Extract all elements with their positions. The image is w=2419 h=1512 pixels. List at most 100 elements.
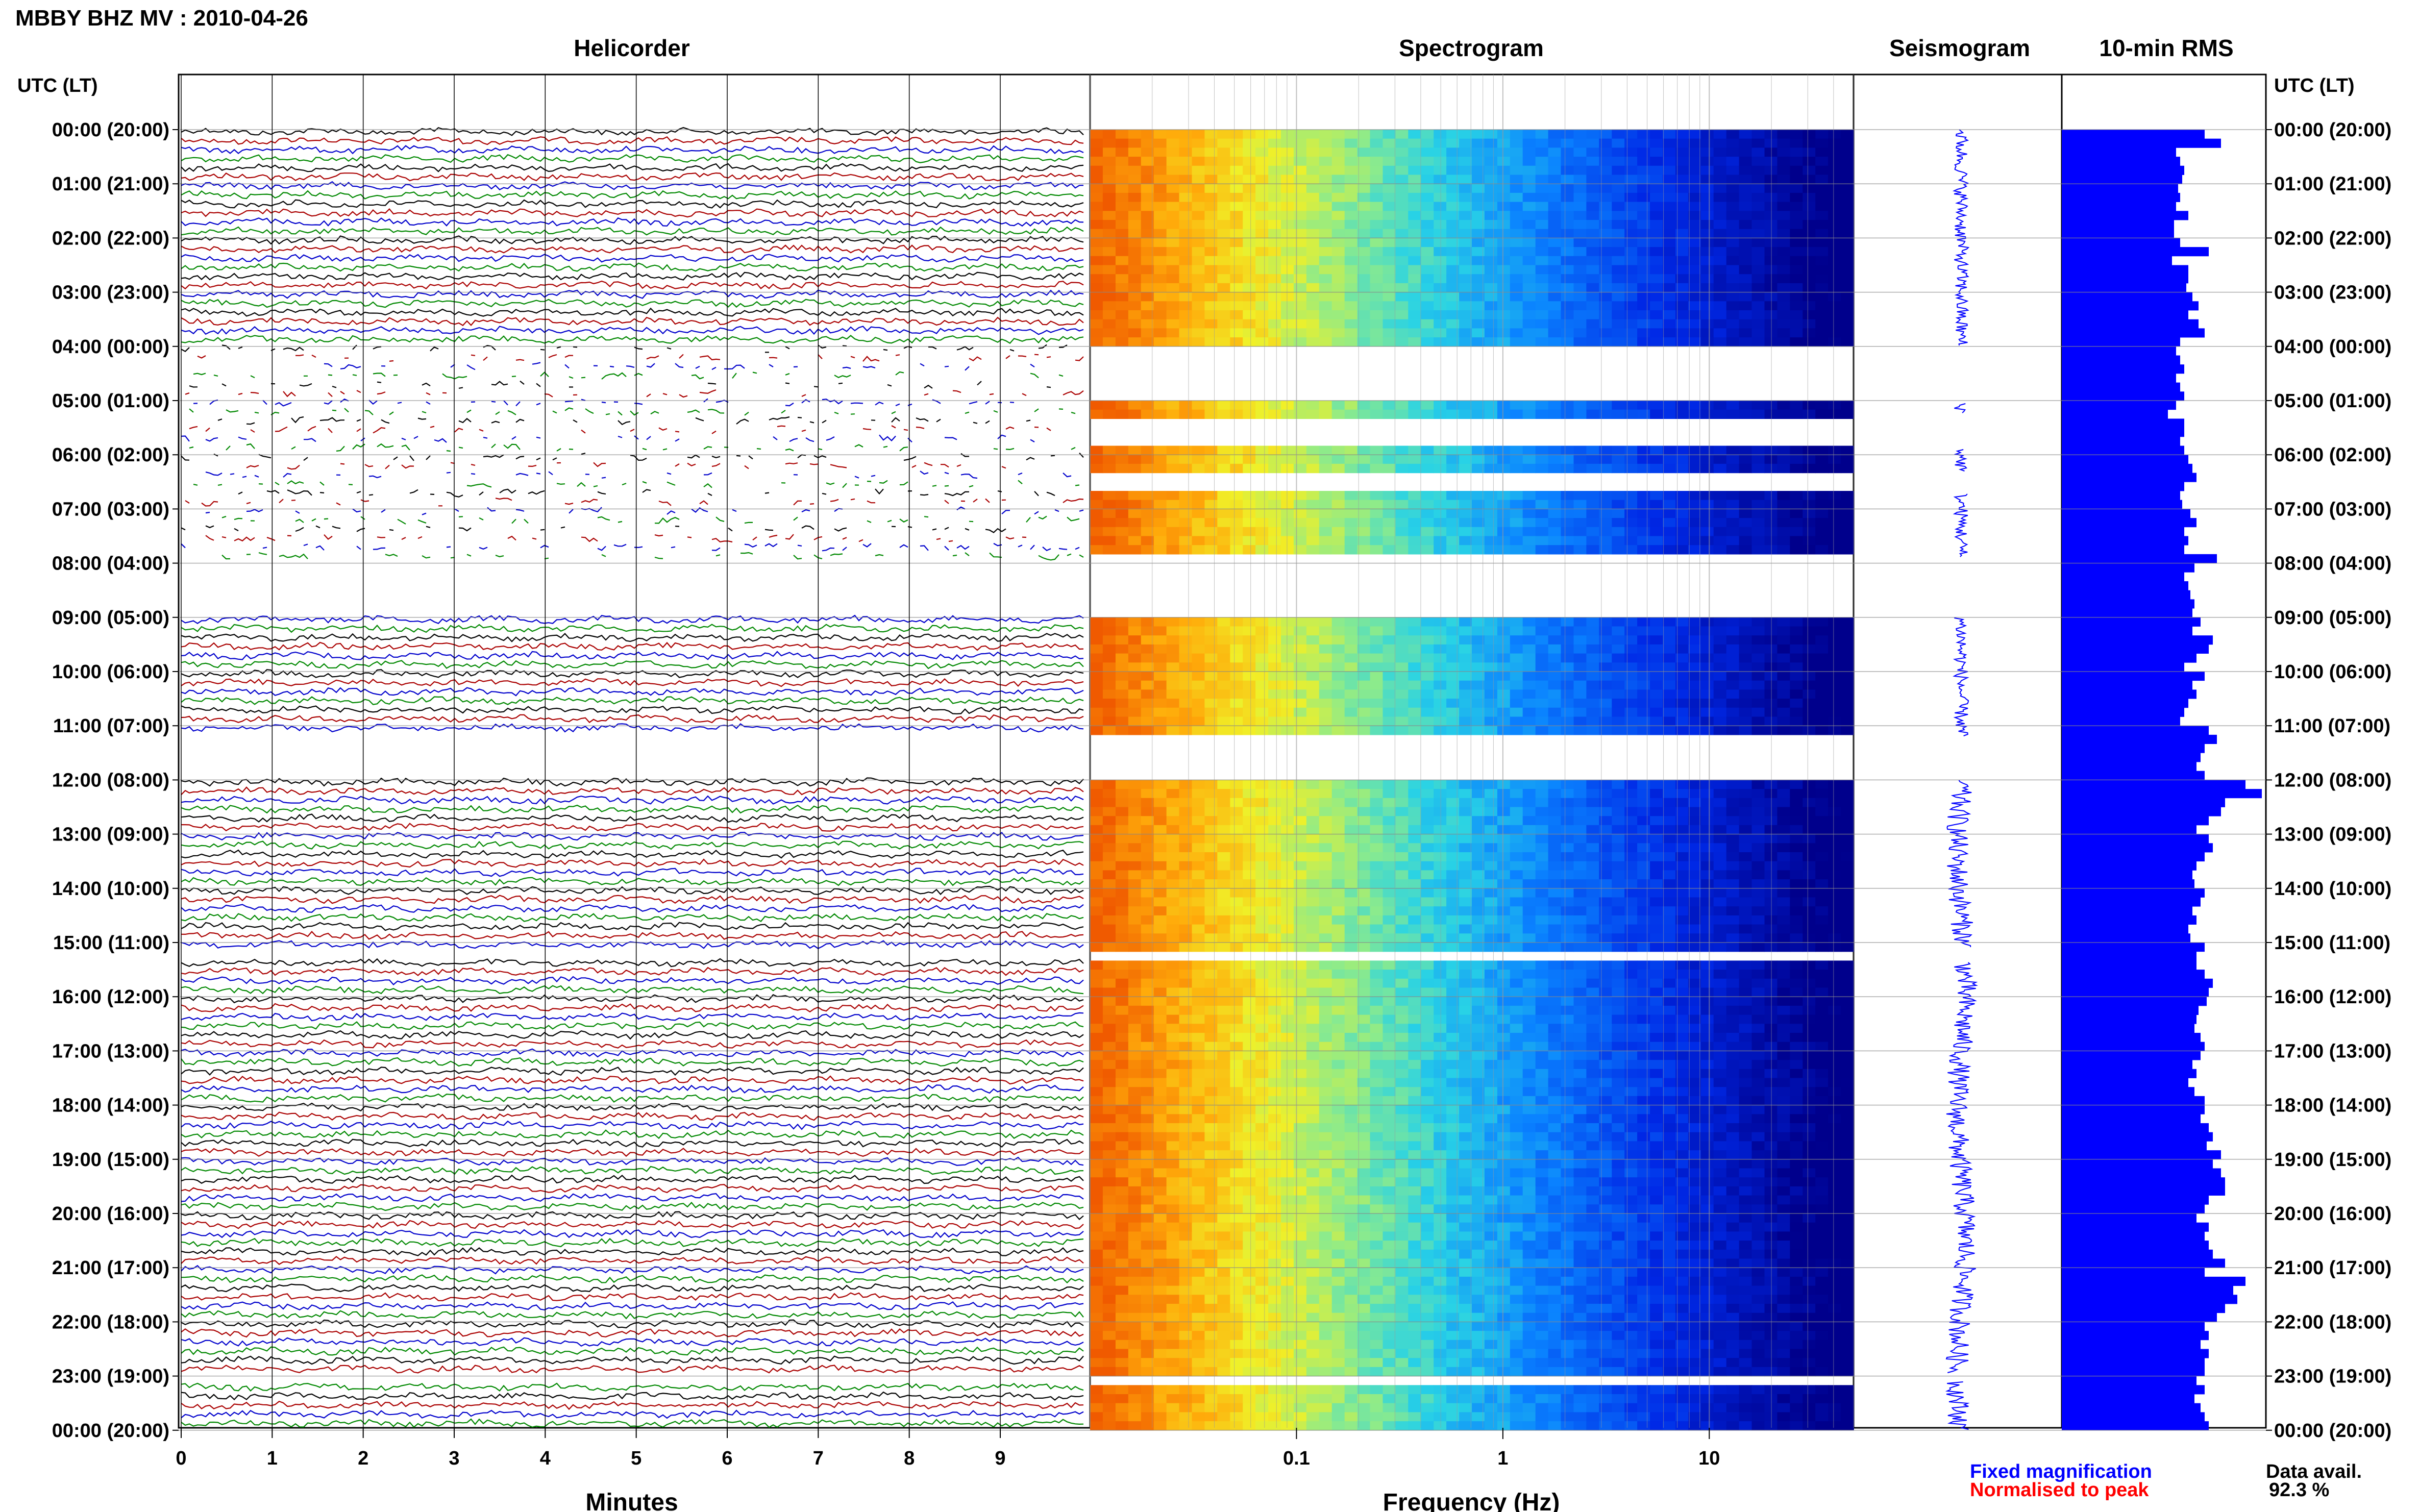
spectrogram-cell bbox=[1217, 256, 1230, 266]
spectrogram-cell bbox=[1510, 644, 1523, 654]
spectrogram-cell bbox=[1700, 672, 1714, 681]
spectrogram-cell bbox=[1713, 1024, 1727, 1033]
spectrogram-cell bbox=[1764, 798, 1778, 808]
spectrogram-cell bbox=[1115, 238, 1129, 247]
spectrogram-cell bbox=[1790, 238, 1803, 247]
spectrogram-cell bbox=[1573, 1005, 1587, 1015]
spectrogram-cell bbox=[1586, 147, 1600, 157]
spectrogram-cell bbox=[1434, 401, 1447, 410]
spectrogram-cell bbox=[1115, 924, 1129, 934]
spectrogram-cell bbox=[1535, 825, 1549, 835]
spectrogram-cell bbox=[1306, 626, 1320, 636]
spectrogram-cell bbox=[1815, 924, 1829, 934]
spectrogram-cell bbox=[1179, 319, 1193, 329]
spectrogram-cell bbox=[1306, 644, 1320, 654]
spectrogram-cell bbox=[1331, 463, 1345, 474]
spectrogram-cell bbox=[1408, 1005, 1421, 1015]
spectrogram-cell bbox=[1217, 852, 1230, 862]
spectrogram-cell bbox=[1370, 256, 1384, 266]
spectrogram-cell bbox=[1777, 157, 1791, 166]
spectrogram-cell bbox=[1650, 672, 1663, 681]
spectrogram-cell bbox=[1383, 283, 1396, 293]
spectrogram-cell bbox=[1306, 997, 1320, 1006]
spectrogram-cell bbox=[1357, 707, 1371, 717]
spectrogram-cell bbox=[1408, 978, 1421, 988]
spectrogram-cell bbox=[1255, 192, 1269, 203]
spectrogram-cell bbox=[1446, 527, 1460, 537]
spectrogram-cell bbox=[1573, 924, 1587, 934]
spectrogram-cell bbox=[1217, 238, 1230, 247]
spectrogram-cell bbox=[1204, 798, 1218, 808]
spectrogram-cell bbox=[1803, 644, 1816, 654]
spectrogram-cell bbox=[1586, 924, 1600, 934]
spectrogram-cell bbox=[1739, 644, 1752, 654]
spectrogram-cell bbox=[1803, 879, 1816, 889]
spectrogram-cell bbox=[1751, 1060, 1765, 1070]
spectrogram-cell bbox=[1268, 1069, 1281, 1079]
spectrogram-cell bbox=[1700, 653, 1714, 663]
spectrogram-cell bbox=[1128, 672, 1142, 681]
spectrogram-cell bbox=[1815, 780, 1829, 789]
spectrogram-cell bbox=[1624, 500, 1638, 509]
spectrogram-cell bbox=[1408, 220, 1421, 230]
spectrogram-cell bbox=[1179, 202, 1193, 211]
spectrogram-cell bbox=[1637, 653, 1650, 663]
spectrogram-cell bbox=[1421, 834, 1434, 844]
spectrogram-cell bbox=[1675, 662, 1689, 672]
spectrogram-cell bbox=[1663, 165, 1676, 176]
spectrogram-cell bbox=[1675, 780, 1689, 789]
spectrogram-cell bbox=[1612, 1051, 1625, 1060]
spectrogram-cell bbox=[1815, 816, 1829, 826]
spectrogram-cell bbox=[1268, 915, 1281, 925]
spectrogram-cell bbox=[1153, 970, 1167, 979]
spectrogram-cell bbox=[1815, 1051, 1829, 1060]
spectrogram-cell bbox=[1484, 834, 1498, 844]
spectrogram-cell bbox=[1243, 617, 1256, 627]
spectrogram-cell bbox=[1497, 1024, 1511, 1033]
spectrogram-cell bbox=[1115, 211, 1129, 220]
spectrogram-cell bbox=[1446, 184, 1460, 193]
spectrogram-cell bbox=[1281, 500, 1294, 509]
spectrogram-cell bbox=[1612, 870, 1625, 880]
spectrogram-cell bbox=[1484, 644, 1498, 654]
spectrogram-cell bbox=[1115, 852, 1129, 862]
spectrogram-cell bbox=[1243, 445, 1256, 455]
spectrogram-cell bbox=[1395, 165, 1409, 176]
spectrogram-cell bbox=[1268, 292, 1281, 302]
spectrogram-cell bbox=[1599, 987, 1612, 997]
spectrogram-cell bbox=[1548, 997, 1562, 1006]
spectrogram-cell bbox=[1612, 915, 1625, 925]
helicorder-trace-row bbox=[181, 705, 1084, 714]
spectrogram-cell bbox=[1675, 888, 1689, 898]
spectrogram-cell bbox=[1115, 870, 1129, 880]
spectrogram-cell bbox=[1217, 699, 1230, 708]
spectrogram-cell bbox=[1599, 644, 1612, 654]
spectrogram-cell bbox=[1421, 1005, 1434, 1015]
spectrogram-cell bbox=[1586, 726, 1600, 735]
spectrogram-cell bbox=[1268, 229, 1281, 238]
spectrogram-cell bbox=[1599, 211, 1612, 220]
spectrogram-cell bbox=[1841, 924, 1854, 934]
spectrogram-cell bbox=[1255, 175, 1269, 184]
spectrogram-cell bbox=[1166, 1069, 1180, 1079]
spectrogram-cell bbox=[1115, 409, 1129, 419]
spectrogram-cell bbox=[1153, 726, 1167, 735]
spectrogram-cell bbox=[1522, 834, 1536, 844]
spectrogram-cell bbox=[1612, 1060, 1625, 1070]
spectrogram-cell bbox=[1115, 192, 1129, 203]
spectrogram-cell bbox=[1561, 1005, 1574, 1015]
spectrogram-cell bbox=[1192, 509, 1205, 518]
spectrogram-cell bbox=[1510, 138, 1523, 148]
spectrogram-cell bbox=[1803, 626, 1816, 636]
spectrogram-cell bbox=[1204, 888, 1218, 898]
spectrogram-cell bbox=[1319, 716, 1332, 726]
spectrogram-cell bbox=[1522, 409, 1536, 419]
spectrogram-cell bbox=[1535, 707, 1549, 717]
spectrogram-cell bbox=[1751, 997, 1765, 1006]
spectrogram-cell bbox=[1243, 852, 1256, 862]
spectrogram-cell bbox=[1535, 518, 1549, 528]
spectrogram-cell bbox=[1243, 644, 1256, 654]
spectrogram-cell bbox=[1293, 283, 1307, 293]
spectrogram-cell bbox=[1230, 545, 1243, 555]
